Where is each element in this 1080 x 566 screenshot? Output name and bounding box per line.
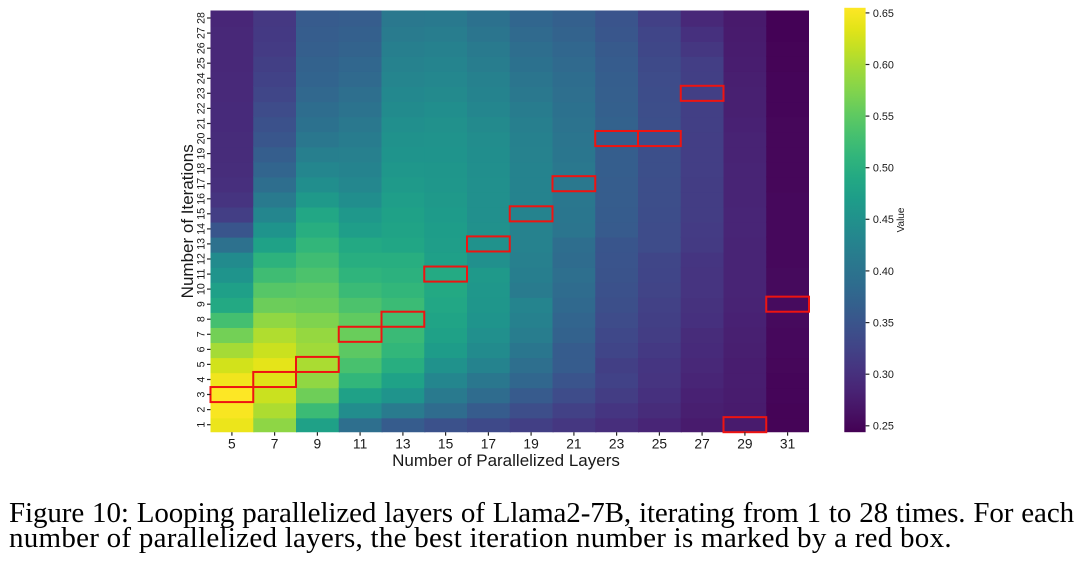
svg-text:22: 22	[196, 102, 208, 114]
svg-text:7: 7	[271, 437, 279, 452]
svg-text:0.55: 0.55	[873, 111, 894, 123]
svg-text:31: 31	[780, 437, 795, 452]
svg-text:16: 16	[196, 193, 208, 205]
svg-text:11: 11	[196, 268, 208, 279]
svg-text:7: 7	[196, 331, 208, 337]
svg-text:24: 24	[196, 72, 208, 84]
svg-text:0.45: 0.45	[873, 214, 894, 226]
svg-text:26: 26	[196, 42, 208, 54]
svg-text:0.65: 0.65	[873, 8, 894, 20]
svg-text:Value: Value	[896, 207, 907, 232]
svg-text:13: 13	[395, 437, 411, 452]
svg-text:27: 27	[196, 27, 208, 39]
svg-text:0.25: 0.25	[873, 421, 894, 433]
svg-text:13: 13	[196, 238, 208, 250]
svg-text:15: 15	[196, 208, 208, 220]
svg-text:20: 20	[196, 133, 208, 145]
svg-text:29: 29	[737, 437, 753, 452]
svg-text:23: 23	[196, 87, 208, 99]
svg-text:21: 21	[196, 118, 208, 130]
svg-text:0.50: 0.50	[873, 163, 894, 175]
svg-text:3: 3	[196, 391, 208, 397]
svg-text:8: 8	[196, 316, 208, 322]
svg-text:2: 2	[196, 407, 208, 413]
svg-text:5: 5	[196, 361, 208, 367]
svg-text:18: 18	[196, 163, 208, 175]
svg-text:14: 14	[196, 223, 208, 235]
svg-text:11: 11	[353, 437, 367, 452]
svg-text:9: 9	[196, 301, 208, 307]
svg-text:0.60: 0.60	[873, 59, 894, 71]
svg-text:25: 25	[196, 57, 208, 69]
svg-text:Number of Iterations: Number of Iterations	[178, 144, 197, 298]
svg-text:0.40: 0.40	[873, 266, 894, 278]
svg-text:9: 9	[314, 437, 322, 452]
svg-text:1: 1	[196, 422, 208, 428]
svg-text:12: 12	[196, 253, 208, 265]
svg-text:4: 4	[196, 376, 208, 382]
svg-text:21: 21	[566, 437, 581, 452]
svg-text:17: 17	[196, 178, 208, 190]
svg-text:17: 17	[481, 437, 496, 452]
svg-text:10: 10	[196, 283, 208, 295]
svg-text:23: 23	[609, 437, 625, 452]
svg-text:5: 5	[228, 437, 236, 452]
svg-text:28: 28	[196, 12, 208, 24]
svg-text:15: 15	[438, 437, 454, 452]
svg-text:25: 25	[652, 437, 668, 452]
svg-text:0.35: 0.35	[873, 318, 894, 330]
svg-text:6: 6	[196, 346, 208, 352]
svg-text:19: 19	[523, 437, 539, 452]
svg-text:0.30: 0.30	[873, 369, 894, 381]
svg-text:Number of Parallelized Layers: Number of Parallelized Layers	[392, 451, 620, 470]
svg-text:19: 19	[196, 148, 208, 160]
svg-text:27: 27	[694, 437, 709, 452]
